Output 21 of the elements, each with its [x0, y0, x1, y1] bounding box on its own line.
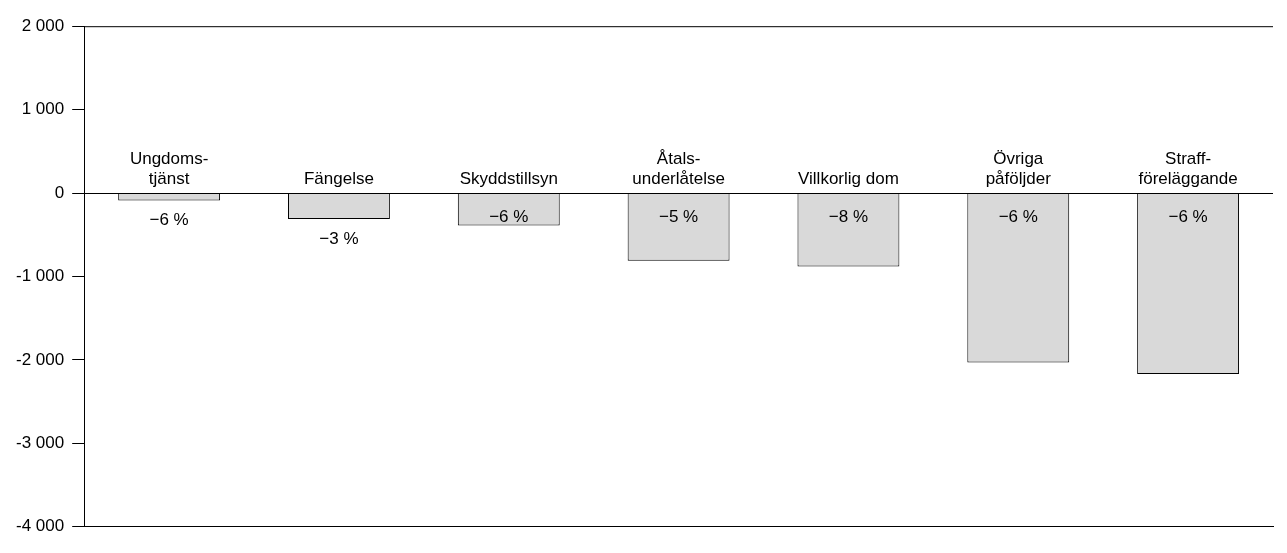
y-tick-label: -3 000: [16, 433, 65, 453]
y-tick-label: -2 000: [16, 349, 65, 369]
annotation: −3 %: [319, 228, 359, 248]
x-tick-label: Ungdoms- tjänst: [129, 148, 209, 188]
annotation: −6 %: [1168, 207, 1208, 227]
x-tick-label: Fängelse: [303, 168, 374, 188]
annotation: −6 %: [489, 207, 529, 227]
annotation: −8 %: [828, 207, 869, 227]
x-tick-label: Skyddstillsyn: [459, 168, 558, 188]
annotation: −6 %: [998, 207, 1038, 227]
annotation: −6 %: [149, 210, 189, 230]
x-tick-label: Straff- föreläggande: [1138, 148, 1238, 188]
x-tick-label: Villkorlig dom: [798, 168, 899, 188]
y-tick-label: 1 000: [21, 99, 65, 119]
x-tick-label: Övriga påföljder: [985, 148, 1052, 188]
y-tick-label: -4 000: [16, 516, 65, 536]
y-tick-label: -1 000: [16, 266, 65, 286]
annotation: −5 %: [658, 207, 699, 227]
y-tick-label: 2 000: [21, 15, 65, 35]
y-tick-label: 0: [54, 182, 65, 202]
x-tick-label: Åtals- underlåtelse: [632, 148, 725, 188]
